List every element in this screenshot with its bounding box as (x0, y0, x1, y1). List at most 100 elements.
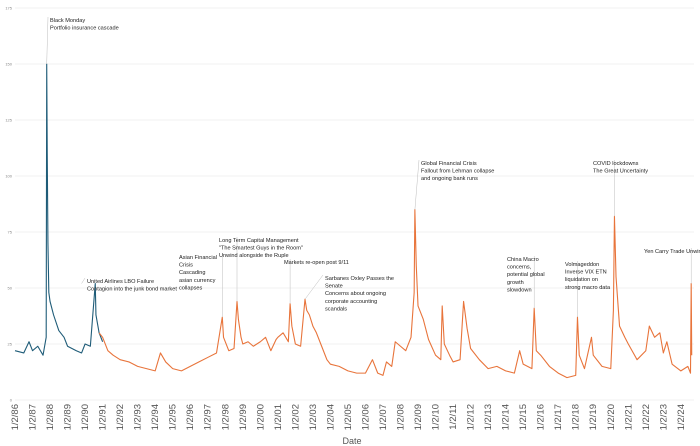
annotation-line: United Airlines LBO Failure (87, 279, 154, 285)
annotation-line: Yen Carry Trade Unwind (644, 249, 700, 255)
x-tick-label: 1/2/05 (343, 404, 354, 430)
annotation-line: Crisis (179, 263, 193, 269)
annotation-line: Contagion into the junk bond market (87, 287, 177, 293)
x-tick-label: 1/2/94 (150, 404, 161, 430)
annotation-line: China Macro (507, 257, 539, 263)
annotation-line: and ongoing bank runs (421, 176, 478, 182)
annotation-line: "The Smartest Guys in the Room" (219, 246, 303, 252)
annotation-line: Sarbanes Oxley Passes the (325, 276, 394, 282)
annotation-5: Markets re-open post 9/11 (284, 260, 349, 266)
x-tick-label: 1/2/92 (115, 404, 126, 430)
annotation-3: Asian Financial Crisis Cascading asian curr… (179, 255, 217, 291)
annotation-line: corporate accounting (325, 299, 377, 305)
annotation-7: Global Financial Crisis Fallout from Lehm… (421, 161, 494, 182)
annotation-line: Markets re-open post 9/11 (284, 260, 349, 266)
annotation-line: potential global (507, 272, 545, 278)
annotation-leader (81, 277, 86, 284)
x-tick-label: 1/2/96 (185, 404, 196, 430)
x-tick-label: 1/2/03 (308, 404, 319, 430)
x-tick-label: 1/2/98 (220, 404, 231, 430)
series-lines (14, 63, 693, 379)
x-tick-label: 1/2/09 (413, 404, 424, 430)
annotation-line: scandals (325, 306, 347, 312)
x-tick-label: 1/2/20 (606, 404, 617, 430)
annotation-leader (304, 274, 324, 300)
annotation-line: growth (507, 280, 524, 286)
annotation-1: Black Monday Portfolio insurance cascade (50, 18, 119, 32)
x-tick-label: 1/2/11 (448, 404, 459, 430)
annotation-line: The Great Uncertainty (593, 169, 648, 175)
x-tick-label: 1/2/06 (361, 404, 372, 430)
annotation-line: concerns, (507, 265, 532, 271)
y-tick-label: 0 (10, 398, 13, 403)
y-tick-label: 100 (5, 174, 12, 179)
x-tick-label: 1/2/04 (325, 404, 336, 430)
x-tick-label: 1/2/90 (80, 404, 91, 430)
x-tick-label: 1/2/19 (588, 404, 599, 430)
annotation-line: Black Monday (50, 18, 85, 24)
x-tick-label: 1/2/24 (676, 404, 687, 430)
y-tick-label: 125 (5, 118, 12, 123)
series-line-1 (14, 63, 104, 356)
annotation-line: collapses (179, 285, 203, 291)
annotation-line: Concerns about ongoing (325, 291, 386, 297)
x-tick-label: 1/2/18 (571, 404, 582, 430)
annotation-leaders (46, 16, 692, 318)
annotations: Black Monday Portfolio insurance cascade U… (50, 18, 700, 312)
x-tick-label: 1/2/00 (255, 404, 266, 430)
x-tick-label: 1/2/91 (98, 404, 109, 430)
annotation-line: Volmageddon (565, 262, 599, 268)
annotation-line: Asian Financial (179, 255, 217, 261)
annotation-line: Cascading (179, 270, 205, 276)
x-tick-label: 1/2/88 (45, 404, 56, 430)
annotation-11: Yen Carry Trade Unwind (644, 249, 700, 255)
annotation-line: strong macro data (565, 285, 611, 291)
x-tick-label: 1/2/93 (133, 404, 144, 430)
annotation-line: liquidation on (565, 277, 598, 283)
y-tick-label: 25 (8, 342, 13, 347)
x-tick-label: 1/2/08 (396, 404, 407, 430)
annotation-line: slowdown (507, 287, 532, 293)
x-tick-label: 1/2/01 (273, 404, 284, 430)
x-tick-label: 1/2/22 (641, 404, 652, 430)
annotation-4: Long Term Capital Management "The Smartes… (219, 238, 303, 259)
annotation-line: Global Financial Crisis (421, 161, 477, 167)
x-tick-label: 1/2/14 (501, 404, 512, 430)
y-tick-label: 175 (5, 6, 12, 11)
x-tick-label: 1/2/16 (536, 404, 547, 430)
x-tick-label: 1/2/15 (518, 404, 529, 430)
annotation-8: China Macro concerns, potential global grow… (507, 257, 545, 293)
x-tick-label: 1/2/89 (63, 404, 74, 430)
annotation-leader (414, 159, 420, 210)
x-tick-label: 1/2/12 (466, 404, 477, 430)
x-tick-label: 1/2/99 (238, 404, 249, 430)
x-axis-ticks: 1/2/86 1/2/87 1/2/88 1/2/89 1/2/90 1/2/91 1/2/… (10, 404, 687, 430)
series-line-2 (98, 209, 693, 379)
x-tick-label: 1/2/97 (203, 404, 214, 430)
y-axis-ticks: 0 25 50 75 100 125 150 175 (5, 6, 12, 403)
gridlines (15, 7, 694, 401)
x-tick-label: 1/2/87 (28, 404, 39, 430)
x-tick-label: 1/2/02 (290, 404, 301, 430)
annotation-line: Unwind alongside the Ruple (219, 253, 289, 259)
x-tick-label: 1/2/17 (553, 404, 564, 430)
annotation-6: Sarbanes Oxley Passes the Senate Concerns … (325, 276, 394, 312)
annotation-line: Long Term Capital Management (219, 238, 299, 244)
annotation-line: Fallout from Lehman collapse (421, 169, 494, 175)
annotation-line: Portfolio insurance cascade (50, 26, 119, 32)
annotation-9: Volmageddon Inverse VIX ETN liquidation on… (565, 262, 611, 291)
x-tick-label: 1/2/95 (168, 404, 179, 430)
x-tick-label: 1/2/10 (431, 404, 442, 430)
annotation-line: asian currency (179, 278, 216, 284)
x-tick-label: 1/2/13 (483, 404, 494, 430)
x-tick-label: 1/2/86 (10, 404, 21, 430)
x-tick-label: 1/2/23 (658, 404, 669, 430)
annotation-line: COVID lockdowns (593, 161, 639, 167)
x-tick-label: 1/2/21 (623, 404, 634, 430)
annotation-2: United Airlines LBO Failure Contagion int… (87, 279, 177, 293)
annotation-line: Senate (325, 284, 343, 290)
annotation-line: Inverse VIX ETN (565, 270, 607, 276)
y-tick-label: 50 (8, 286, 13, 291)
x-axis-label: Date (342, 436, 361, 446)
